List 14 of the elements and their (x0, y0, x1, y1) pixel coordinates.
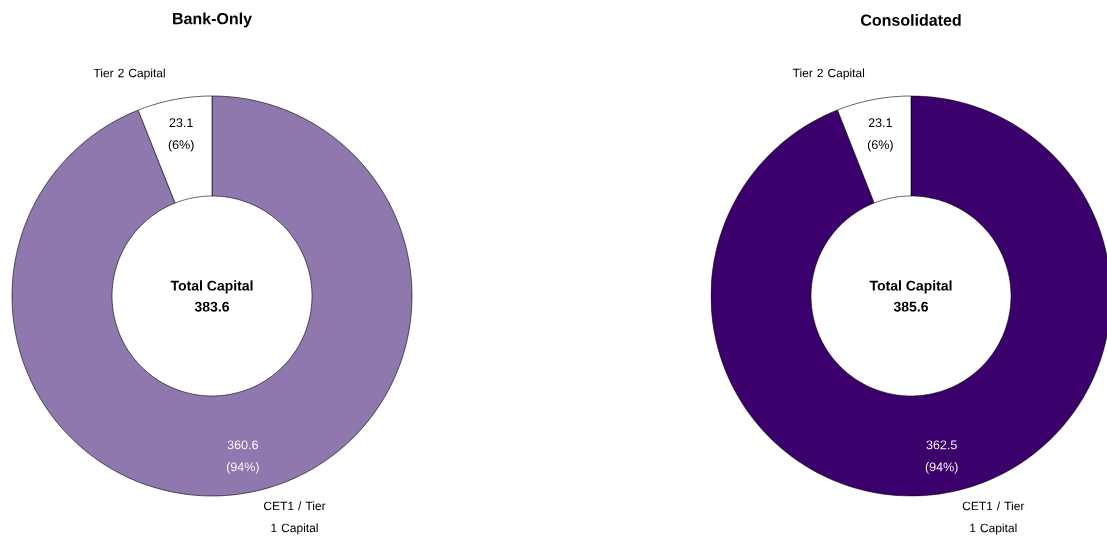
slice-label: Tier 2 Capital (93, 68, 165, 80)
slice-label: CET1 / Tier 1 Capital (263, 501, 326, 535)
text: Total Capital (869, 280, 952, 294)
data-label: 360.6 (94%) (226, 440, 259, 474)
data-label: 23.1 (6%) (168, 118, 194, 152)
data-label: 362.5 (94%) (925, 440, 958, 474)
slice-label: CET1 / Tier 1 Capital (962, 501, 1025, 535)
text: 383.6 (194, 301, 230, 312)
chart-title: Bank-Only (173, 12, 252, 28)
chart-title: Consolidated (861, 14, 961, 26)
slice-label: Tier 2 Capital (792, 68, 865, 80)
text: 385.6 (893, 301, 929, 312)
text: Total Capital (170, 280, 253, 294)
data-label: 23.1 (6%) (867, 118, 893, 152)
